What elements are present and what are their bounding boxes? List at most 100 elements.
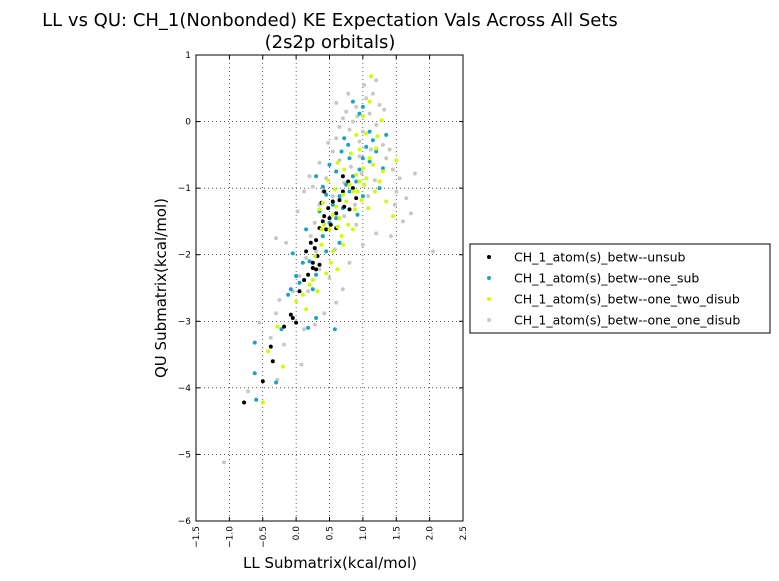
data-point	[352, 202, 357, 207]
data-point	[302, 327, 307, 332]
data-point	[282, 342, 287, 347]
data-point	[314, 238, 319, 243]
legend-marker	[487, 276, 491, 280]
x-tick-label: 1.5	[392, 526, 402, 540]
data-point	[334, 136, 339, 141]
data-point	[335, 224, 340, 229]
data-point	[300, 292, 305, 297]
data-point	[390, 214, 395, 219]
data-point	[372, 189, 377, 194]
data-point	[347, 182, 352, 187]
data-point	[346, 142, 351, 147]
data-point	[270, 359, 275, 364]
data-point	[332, 327, 337, 332]
data-point	[304, 227, 309, 232]
data-point	[348, 164, 353, 169]
legend-label: CH_1_atom(s)_betw--one_sub	[514, 271, 699, 286]
data-point	[274, 236, 279, 241]
y-axis-label: QU Submatrix(kcal/mol)	[152, 198, 170, 378]
data-points	[222, 74, 435, 465]
data-point	[306, 325, 311, 330]
data-point	[342, 167, 347, 172]
data-point	[370, 91, 375, 96]
axis-ticks: −1.5 −1.0 −0.5 0.0 0.5 1.0 1.5 2.0 2.5 −6 −5 −4 −3 −2…	[178, 51, 469, 548]
data-point	[337, 240, 342, 245]
x-tick-label: 2.0	[426, 526, 436, 541]
data-point	[375, 134, 380, 139]
data-point	[322, 222, 327, 227]
data-point	[284, 240, 289, 245]
data-point	[354, 132, 359, 137]
data-point	[327, 162, 332, 167]
data-point	[328, 260, 333, 265]
data-point	[322, 311, 327, 316]
data-point	[297, 274, 302, 278]
data-point	[346, 179, 351, 184]
data-point	[330, 199, 335, 204]
data-point	[364, 131, 369, 136]
data-point	[310, 278, 315, 282]
data-point	[335, 160, 340, 165]
data-point	[335, 267, 340, 272]
data-point	[310, 184, 315, 189]
data-point	[307, 282, 312, 287]
data-point	[314, 272, 319, 277]
data-point	[347, 189, 352, 194]
data-point	[275, 324, 280, 329]
data-point	[412, 171, 417, 176]
data-point	[330, 202, 335, 207]
data-point	[307, 259, 312, 264]
data-point	[319, 227, 324, 232]
data-point	[352, 207, 357, 212]
data-point	[330, 149, 335, 154]
data-point	[312, 254, 317, 258]
data-point	[337, 198, 342, 203]
data-point	[390, 167, 395, 172]
data-point	[357, 147, 362, 152]
grid-lines	[196, 55, 463, 521]
data-point	[304, 307, 309, 312]
data-point	[354, 196, 359, 201]
data-point	[320, 184, 325, 189]
data-point	[344, 109, 349, 114]
data-point	[294, 320, 299, 325]
data-point	[357, 167, 362, 172]
data-point	[299, 362, 304, 367]
data-point	[242, 400, 247, 405]
data-point	[310, 266, 315, 270]
data-point	[290, 316, 295, 320]
data-point	[357, 179, 362, 184]
data-point	[374, 146, 379, 151]
data-point	[300, 260, 305, 265]
data-point	[362, 83, 367, 87]
legend-box	[469, 243, 771, 334]
data-point	[360, 166, 365, 171]
chart-title-line1: LL vs QU: CH_1(Nonbonded) KE Expectation…	[42, 10, 618, 31]
data-point	[312, 220, 317, 225]
data-point	[279, 327, 284, 332]
data-point	[328, 222, 333, 227]
data-point	[280, 364, 285, 369]
data-point	[308, 234, 313, 239]
data-point	[320, 219, 325, 224]
x-tick-label: 2.5	[459, 526, 469, 540]
data-point	[360, 129, 365, 134]
x-tick-label: −1.5	[192, 526, 202, 548]
x-tick-label: 0.5	[326, 526, 336, 540]
data-point	[306, 289, 311, 294]
data-point	[370, 138, 375, 143]
data-point	[297, 280, 302, 285]
data-point	[360, 104, 365, 109]
data-point	[334, 100, 339, 105]
x-tick-label: 0.0	[292, 526, 302, 541]
data-point	[314, 267, 319, 272]
data-point	[320, 234, 325, 239]
legend-label: CH_1_atom(s)_betw--one_two_disub	[514, 292, 740, 307]
data-point	[368, 74, 373, 79]
data-point	[384, 132, 389, 137]
data-point	[380, 166, 385, 171]
data-point	[367, 129, 372, 134]
data-point	[340, 116, 345, 121]
data-point	[344, 182, 349, 187]
data-point	[304, 249, 309, 254]
